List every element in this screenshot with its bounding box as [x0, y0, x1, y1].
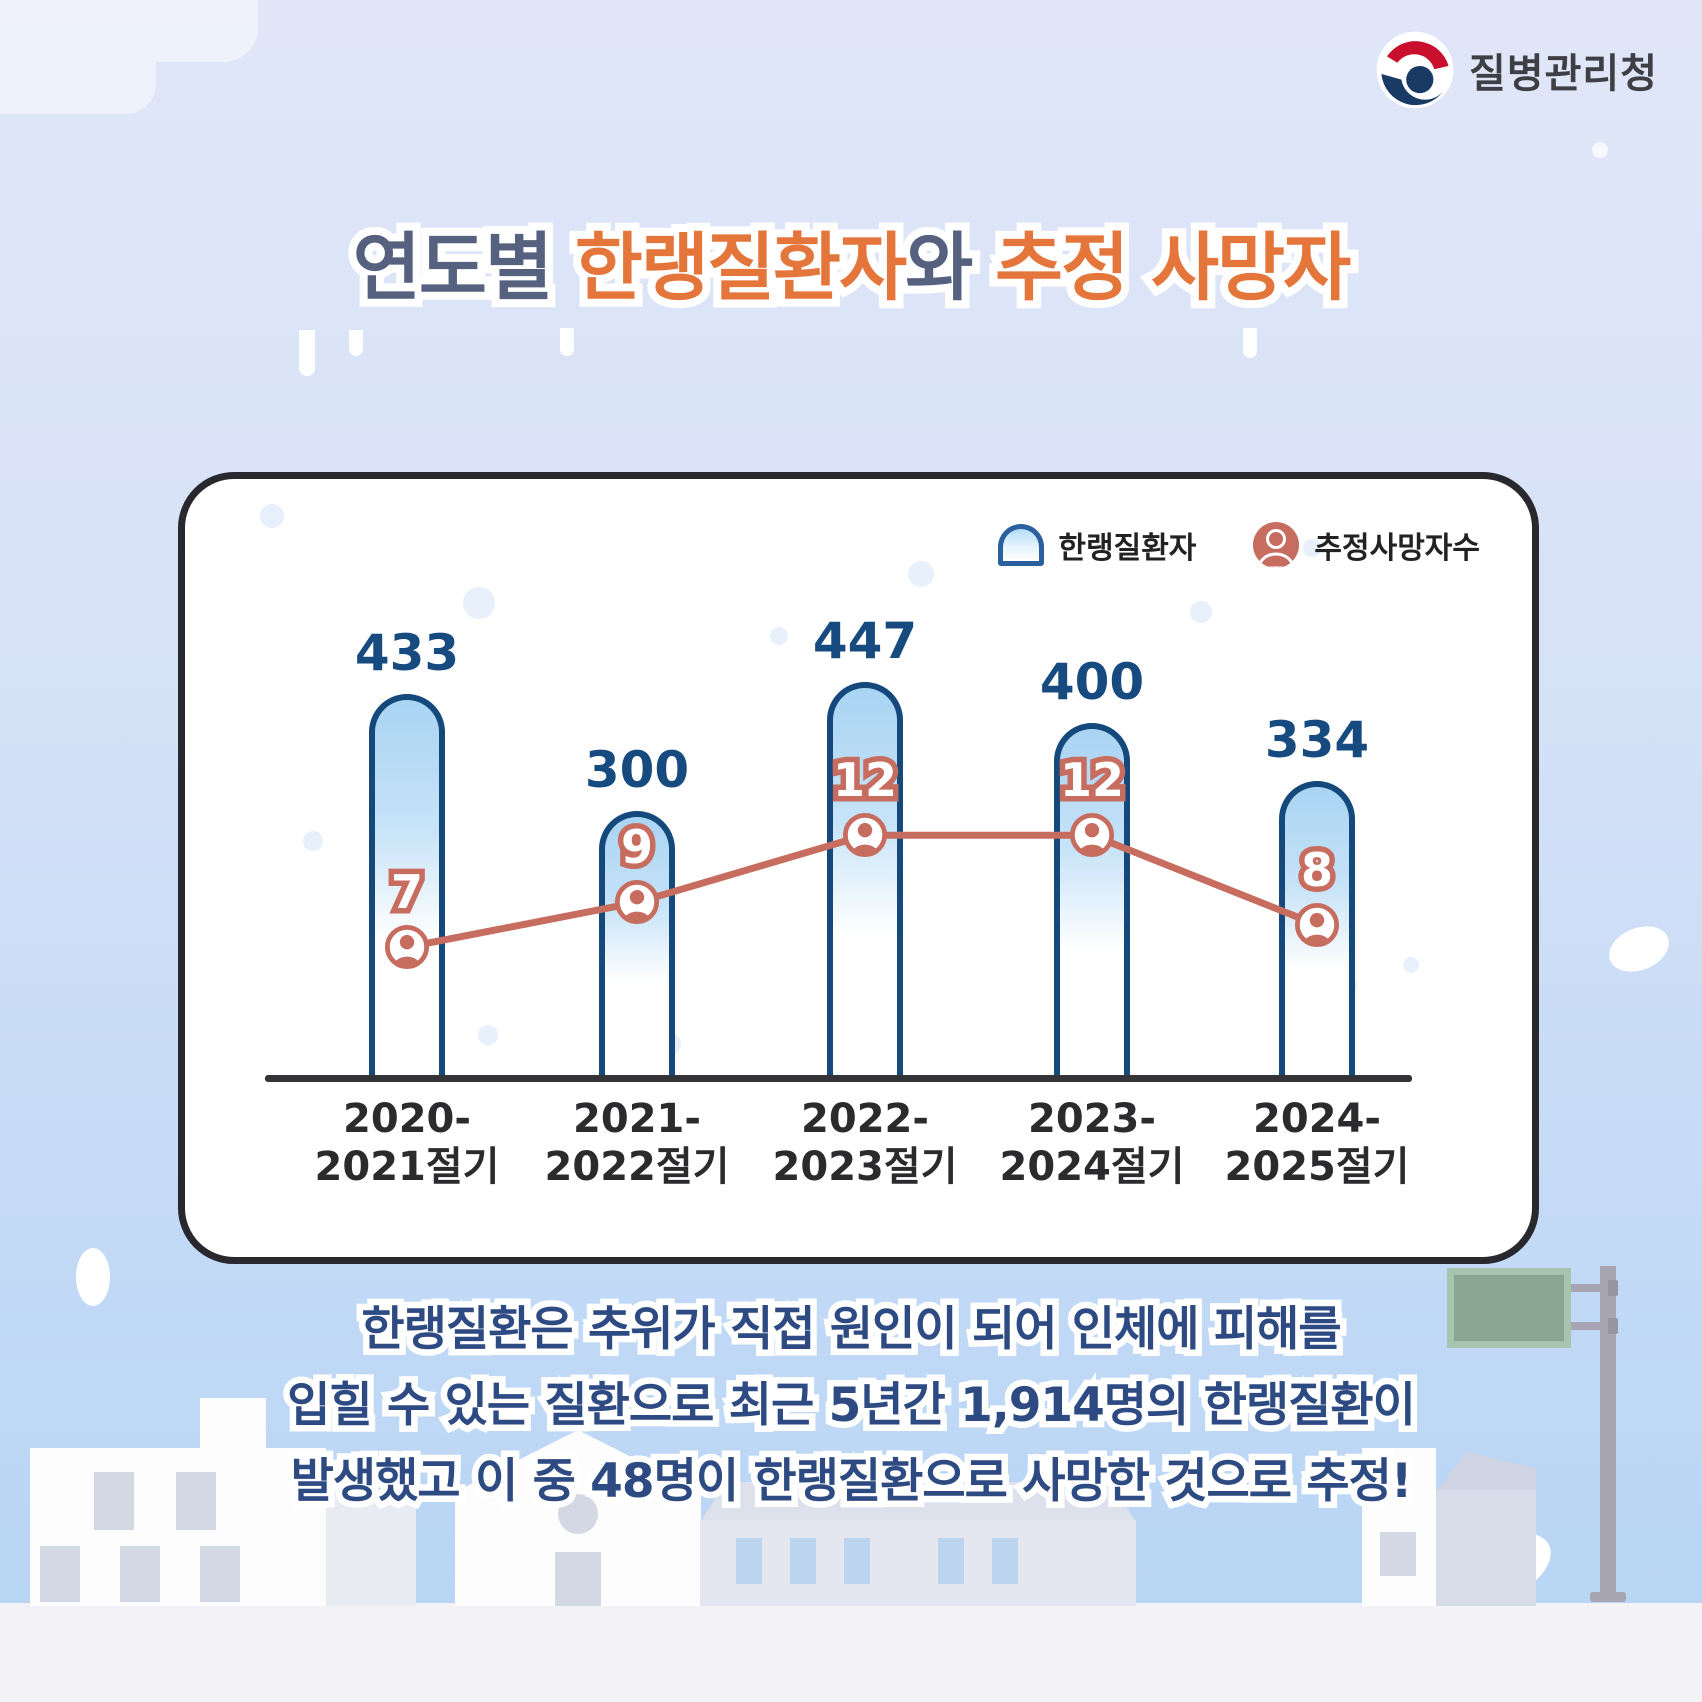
- korea-gov-taegeuk-icon: [1376, 31, 1454, 109]
- green-street-sign: [1447, 1268, 1571, 1348]
- chart-card: 433 2020- 2021절기 300 2021- 2022절기 447 2022- 2023…: [178, 472, 1539, 1264]
- summary-text: 한랭질환은 추위가 직접 원인이 되어 인체에 피해를 한랭질환은 추위가 직접 …: [281, 1296, 1423, 1516]
- x-axis-label-4: 2024- 2025절기: [1224, 1096, 1410, 1190]
- patients-bar-2: [827, 682, 903, 1075]
- hall-building: [700, 1520, 1136, 1606]
- kdca-logo: 질병관리청: [1375, 30, 1658, 110]
- patients-bar-4: [1279, 781, 1355, 1075]
- hall-roof: [700, 1482, 1136, 1522]
- icicle-drip: [299, 330, 315, 376]
- icicle-drip: [1243, 328, 1257, 358]
- bar-value-label-1: 300: [584, 741, 690, 799]
- patients-bar-0: [369, 694, 445, 1075]
- bar-value-label-4: 334: [1264, 711, 1370, 769]
- bar-value-label-2: 447: [812, 612, 918, 670]
- deaths-marker-2: [842, 812, 888, 858]
- chart-legend: 한랭질환자 추정사망자수: [998, 521, 1480, 569]
- patients-bar-icon: [998, 524, 1045, 566]
- patients-bar-3: [1054, 723, 1130, 1075]
- house-roof: [455, 1430, 701, 1492]
- tower-house: [1362, 1448, 1436, 1606]
- sign-crossbar-cap: [1608, 1318, 1618, 1334]
- chart-canvas: 433 2020- 2021절기 300 2021- 2022절기 447 2022- 2023…: [185, 479, 1518, 1243]
- summary-line-3: 발생했고 이 중 48명이 한랭질환으로 사망한 것으로 추정!: [290, 1454, 1413, 1509]
- snow-oval: [1602, 917, 1676, 981]
- summary-line-2: 입힐 수 있는 질환으로 최근 5년간 1,914명의 한랭질환이: [287, 1378, 1416, 1433]
- patients-bar-1: [599, 811, 675, 1075]
- building-left-wing: [326, 1492, 416, 1606]
- sign-crossbar: [1566, 1284, 1606, 1292]
- sign-crossbar-cap: [1608, 1280, 1618, 1296]
- agency-name: 질병관리청: [1469, 51, 1658, 97]
- x-axis-label-0: 2020- 2021절기: [314, 1096, 500, 1190]
- icicle-drip: [349, 330, 363, 356]
- x-axis-label-2: 2022- 2023절기: [772, 1096, 958, 1190]
- legend-item-deaths: 추정사망자수: [1252, 521, 1480, 569]
- death-value-label-2: 12 12: [827, 748, 902, 813]
- death-value-label-3: 12 12: [1054, 748, 1129, 813]
- snow-ground: [0, 1603, 1702, 1702]
- x-axis-label-3: 2023- 2024절기: [999, 1096, 1185, 1190]
- snow-dot: [1592, 142, 1608, 158]
- x-axis-line: [265, 1075, 1412, 1082]
- bar-value-label-3: 400: [1039, 653, 1145, 711]
- bar-value-label-0: 433: [354, 624, 460, 682]
- page-title: 연도별 한랭질환자와 추정 사망자 연도별 한랭질환자와 추정 사망자: [0, 217, 1702, 318]
- sign-crossbar: [1566, 1322, 1606, 1330]
- deaths-marker-1: [614, 879, 660, 925]
- house: [455, 1490, 701, 1606]
- gray-building: [1436, 1490, 1536, 1606]
- deaths-marker-0: [384, 924, 430, 970]
- x-axis-label-1: 2021- 2022절기: [544, 1096, 730, 1190]
- corner-cloud-shape: [0, 0, 258, 62]
- corner-cloud-shape: [0, 62, 156, 114]
- legend-label-patients: 한랭질환자: [1058, 531, 1197, 566]
- title-outline-layer: 연도별 한랭질환자와 추정 사망자: [345, 217, 1359, 318]
- deaths-marker-4: [1294, 902, 1340, 948]
- deaths-person-icon: [1253, 522, 1300, 568]
- legend-label-deaths: 추정사망자수: [1314, 531, 1480, 566]
- sign-pole-base: [1590, 1592, 1626, 1602]
- title-text-layer: 연도별 한랭질환자와 추정 사망자: [352, 225, 1351, 311]
- icicle-drip: [560, 328, 574, 356]
- legend-item-patients: 한랭질환자: [998, 523, 1196, 567]
- snow-oval: [76, 1248, 110, 1306]
- building-left: [30, 1448, 326, 1606]
- summary-line-1: 한랭질환은 추위가 직접 원인이 되어 인체에 피해를: [361, 1302, 1341, 1357]
- sign-pole: [1600, 1266, 1616, 1602]
- building-rooftop: [200, 1398, 266, 1450]
- deaths-marker-3: [1069, 812, 1115, 858]
